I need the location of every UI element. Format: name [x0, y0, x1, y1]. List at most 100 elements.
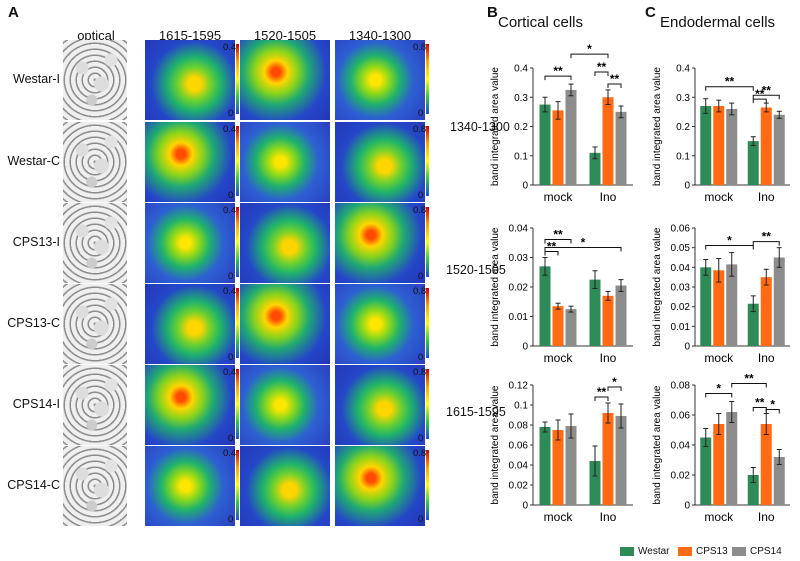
y-axis-label: band integrated area value [652, 385, 663, 504]
bar-cps14-ino [773, 457, 785, 505]
color-scale-bar [236, 44, 239, 114]
color-scale-bar [236, 288, 239, 358]
bar-cps13-ino [602, 413, 614, 505]
heatmap-image [145, 365, 235, 445]
y-tick-label: 0.1 [676, 151, 690, 162]
significance-marker: * [716, 382, 721, 396]
color-scale-bar [236, 369, 239, 439]
significance-marker: * [770, 398, 775, 412]
row-label-1: Westar-C [7, 154, 60, 168]
y-axis-label: band integrated area value [490, 227, 501, 346]
significance-marker: * [727, 233, 732, 247]
heatmap-image [145, 446, 235, 526]
y-tick-label: 0.05 [671, 243, 691, 254]
y-tick-label: 0.04 [509, 224, 529, 235]
bar-cps14-ino [773, 114, 785, 185]
y-tick-label: 0.08 [671, 381, 691, 392]
column-header-3: 1340-1300 [348, 28, 412, 43]
bar-cps14-mock [565, 309, 577, 346]
significance-marker: * [612, 375, 617, 389]
scale-bottom-label: 0 [418, 190, 424, 201]
heatmap-image [335, 203, 425, 283]
bar-cps13-ino [760, 107, 772, 185]
y-tick-label: 0.2 [676, 122, 690, 133]
bar-cps14-ino [773, 257, 785, 346]
section-title-cortical: Cortical cells [498, 14, 584, 31]
y-tick-label: 0.04 [671, 441, 691, 452]
x-category-label: Ino [600, 190, 617, 204]
y-tick-label: 0.01 [671, 322, 691, 333]
scale-bottom-label: 0 [228, 108, 234, 119]
column-header-2: 1520-1505 [253, 28, 317, 43]
significance-bracket [594, 71, 609, 76]
color-scale-bar [236, 450, 239, 520]
x-category-label: Ino [758, 190, 775, 204]
heatmap-image [145, 284, 235, 364]
significance-marker: ** [755, 396, 765, 410]
y-axis-label: band integrated area value [490, 67, 501, 186]
bar-westar-ino [747, 475, 759, 505]
bar-cps13-mock [552, 430, 564, 505]
legend-cps14: CPS14 [732, 546, 782, 557]
scale-bottom-label: 0 [228, 271, 234, 282]
bar-cps14-ino [615, 416, 627, 505]
row-label-3: CPS13-C [7, 316, 60, 330]
band-label-1615: 1615-1595 [446, 405, 506, 419]
scale-top-label: 0.4 [223, 367, 237, 378]
y-tick-label: 0.06 [671, 224, 691, 235]
y-tick-label: 0.01 [509, 312, 529, 323]
significance-marker: ** [762, 83, 772, 97]
legend-cps13-swatch [678, 546, 692, 556]
heatmap-image [145, 40, 235, 120]
bar-cps13-mock [713, 424, 725, 505]
heatmap-image [240, 122, 330, 202]
scale-bottom-label: 0 [228, 514, 234, 525]
y-tick-label: 0.02 [509, 283, 529, 294]
significance-bracket [752, 94, 780, 100]
bar-cps14-mock [565, 89, 577, 185]
color-scale-bar [426, 450, 429, 520]
significance-marker: ** [547, 240, 557, 254]
bar-cps13-mock [552, 306, 564, 346]
y-tick-label: 0.04 [509, 461, 529, 472]
bar-westar-mock [700, 437, 712, 505]
y-axis-label: band integrated area value [490, 385, 501, 504]
significance-marker: * [581, 236, 586, 250]
significance-bracket [544, 75, 572, 81]
significance-bracket [765, 409, 780, 414]
y-tick-label: 0.03 [509, 253, 529, 264]
scale-top-label: 0.4 [223, 448, 237, 459]
y-axis-label: band integrated area value [652, 227, 663, 346]
y-tick-label: 0.08 [509, 421, 529, 432]
bar-cps13-ino [602, 97, 614, 185]
band-label-1520: 1520-1505 [446, 263, 506, 277]
legend-cps14-label: CPS14 [750, 546, 782, 557]
row-label-5: CPS14-C [7, 478, 60, 492]
panel-letter-a: A [8, 4, 19, 21]
bar-cps13-ino [602, 295, 614, 346]
significance-bracket [705, 393, 733, 398]
scale-top-label: 0.4 [223, 42, 237, 53]
heatmap-image [335, 446, 425, 526]
significance-bracket [544, 239, 572, 244]
significance-marker: ** [553, 228, 563, 242]
significance-marker: ** [755, 87, 765, 101]
y-tick-label: 0.06 [509, 441, 529, 452]
x-category-label: mock [704, 510, 734, 524]
y-tick-label: 0.4 [514, 64, 528, 75]
section-title-endodermal: Endodermal cells [660, 14, 776, 31]
scale-top-label: 0.4 [223, 286, 237, 297]
legend-cps13-label: CPS13 [696, 546, 728, 557]
optical-image [63, 122, 127, 202]
scale-bottom-label: 0 [228, 352, 234, 363]
y-tick-label: 0.2 [514, 122, 528, 133]
bar-westar-mock [539, 104, 551, 185]
bar-westar-ino [589, 152, 601, 185]
band-label-1340: 1340-1300 [450, 120, 510, 134]
x-category-label: mock [544, 351, 574, 365]
color-scale-bar [236, 126, 239, 196]
y-tick-label: 0 [684, 181, 690, 192]
significance-marker: * [587, 42, 592, 56]
panel-letter-c: C [645, 4, 656, 21]
column-header-1: 1615-1595 [158, 28, 222, 43]
